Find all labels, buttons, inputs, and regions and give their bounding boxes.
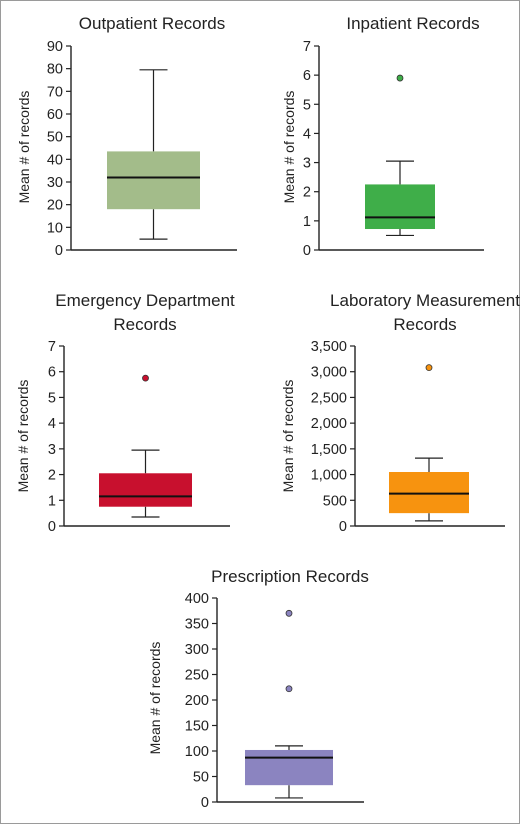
y-axis-label: Mean # of records xyxy=(15,380,31,493)
chart-title-line: Outpatient Records xyxy=(79,14,225,33)
y-tick-label: 20 xyxy=(47,198,63,214)
y-tick-label: 100 xyxy=(185,744,209,760)
y-tick-label: 50 xyxy=(47,130,63,146)
outlier-point xyxy=(142,374,149,382)
chart-title-line: Emergency Department xyxy=(55,291,235,310)
y-tick-label: 250 xyxy=(185,668,209,684)
y-tick-label: 1,000 xyxy=(311,468,347,484)
y-tick-label: 300 xyxy=(185,642,209,658)
chart-title-line: Prescription Records xyxy=(211,567,369,586)
y-tick-label: 350 xyxy=(185,617,209,633)
y-tick-label: 70 xyxy=(47,84,63,100)
y-axis-label: Mean # of records xyxy=(147,642,163,755)
y-tick-label: 60 xyxy=(47,107,63,123)
y-axis-label: Mean # of records xyxy=(280,380,296,493)
chart-panel: Laboratory Measurement Records Mean # of r… xyxy=(280,291,520,535)
y-tick-label: 3,500 xyxy=(311,339,347,355)
chart-panel: Emergency Department Records Mean # of rec… xyxy=(15,291,235,535)
outlier-point xyxy=(285,609,293,617)
y-tick-label: 5 xyxy=(48,390,56,406)
y-tick-label: 7 xyxy=(303,39,311,55)
y-axis-label: Mean # of records xyxy=(16,91,32,204)
outlier-point xyxy=(396,74,404,82)
y-tick-label: 0 xyxy=(48,519,56,535)
y-tick-label: 2 xyxy=(48,468,56,484)
chart-title: Outpatient Records xyxy=(79,14,225,33)
y-tick-label: 1 xyxy=(303,214,311,230)
chart-title-line: Laboratory Measurement xyxy=(330,291,520,310)
y-tick-label: 3,000 xyxy=(311,365,347,381)
y-tick-label: 0 xyxy=(303,243,311,259)
chart-title: Prescription Records xyxy=(211,567,369,586)
y-tick-label: 0 xyxy=(55,243,63,259)
chart-title-line: Inpatient Records xyxy=(346,14,479,33)
box-iqr xyxy=(365,184,435,230)
y-tick-label: 5 xyxy=(303,97,311,113)
y-tick-label: 400 xyxy=(185,591,209,607)
y-tick-label: 40 xyxy=(47,152,63,168)
y-tick-label: 4 xyxy=(48,416,56,432)
chart-title: Emergency Department Records xyxy=(55,291,235,334)
y-tick-label: 50 xyxy=(193,770,209,786)
y-tick-label: 6 xyxy=(303,68,311,84)
y-tick-label: 2,000 xyxy=(311,416,347,432)
outlier-point xyxy=(425,364,433,372)
y-tick-label: 10 xyxy=(47,220,63,236)
box-iqr xyxy=(389,472,469,514)
y-tick-label: 4 xyxy=(303,126,311,142)
chart-panel: Inpatient Records Mean # of records 0 1 2 3 4 5… xyxy=(281,14,484,259)
y-tick-label: 1,500 xyxy=(311,442,347,458)
y-tick-label: 7 xyxy=(48,339,56,355)
y-tick-label: 0 xyxy=(201,795,209,811)
y-tick-label: 150 xyxy=(185,719,209,735)
y-tick-label: 3 xyxy=(48,442,56,458)
chart-title-line: Records xyxy=(393,315,456,334)
chart-panel: Outpatient Records Mean # of records 0 10 20… xyxy=(16,14,237,259)
y-tick-label: 2 xyxy=(303,185,311,201)
box-iqr xyxy=(107,151,200,210)
chart-title: Inpatient Records xyxy=(346,14,479,33)
y-tick-label: 80 xyxy=(47,62,63,78)
y-tick-label: 3 xyxy=(303,156,311,172)
y-tick-label: 0 xyxy=(339,519,347,535)
y-axis-label: Mean # of records xyxy=(281,91,297,204)
outlier-point xyxy=(285,685,293,693)
y-tick-label: 90 xyxy=(47,39,63,55)
y-tick-label: 2,500 xyxy=(311,390,347,406)
chart-title: Laboratory Measurement Records xyxy=(330,291,520,334)
y-tick-label: 30 xyxy=(47,175,63,191)
box-iqr xyxy=(99,473,192,507)
chart-panel: Prescription Records Mean # of records 0 50… xyxy=(147,567,369,811)
box-iqr xyxy=(245,749,333,786)
y-tick-label: 6 xyxy=(48,365,56,381)
chart-title-line: Records xyxy=(113,315,176,334)
y-tick-label: 1 xyxy=(48,493,56,509)
y-tick-label: 500 xyxy=(323,493,347,509)
y-tick-label: 200 xyxy=(185,693,209,709)
